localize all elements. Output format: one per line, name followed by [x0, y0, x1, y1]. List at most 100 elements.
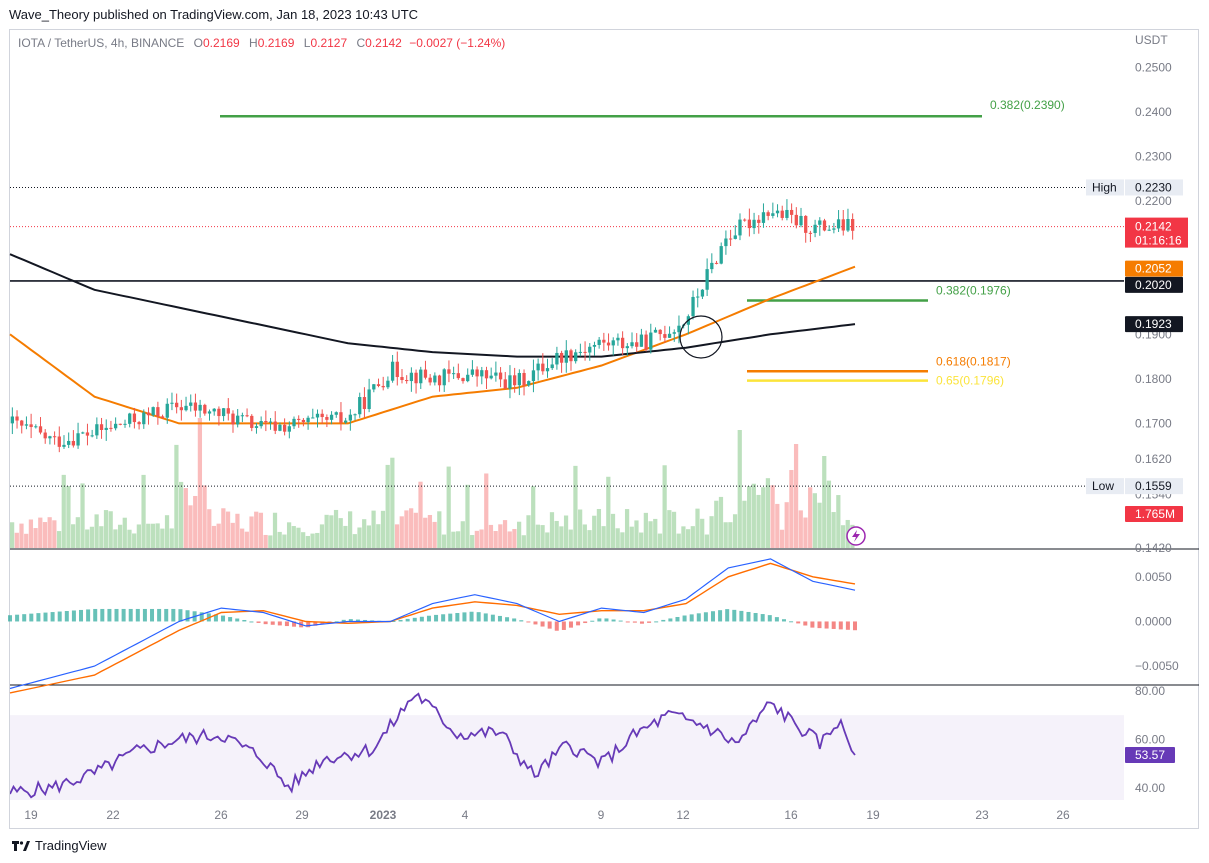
macd-histogram-bar — [696, 613, 701, 622]
macd-histogram-bar — [15, 614, 20, 622]
candle-body — [287, 426, 291, 432]
candle-body — [677, 325, 681, 333]
macd-histogram-bar — [341, 619, 346, 622]
candle-body — [620, 337, 625, 349]
volume-bar — [169, 528, 174, 548]
candle-body — [649, 332, 653, 350]
price-axis-tick: 0.2200 — [1135, 194, 1172, 208]
candle-body — [142, 412, 146, 425]
candle-body — [592, 344, 597, 347]
candle-body — [306, 417, 310, 423]
volume-bar — [66, 485, 71, 548]
volume-bar — [629, 526, 634, 548]
candle-body — [20, 420, 24, 426]
macd-histogram-bar — [689, 614, 694, 622]
volume-tag-bg — [1125, 506, 1183, 522]
candle-body — [146, 412, 151, 416]
volume-bar — [592, 515, 597, 548]
volume-bar — [89, 526, 95, 548]
macd-histogram-bar — [810, 621, 815, 628]
volume-bar — [732, 514, 738, 548]
time-axis-tick: 16 — [784, 808, 798, 822]
candle-body — [236, 415, 240, 425]
volume-bar — [676, 533, 681, 548]
macd-histogram-bar — [483, 613, 488, 622]
candle-body — [714, 262, 719, 264]
macd-histogram-bar — [86, 609, 91, 622]
macd-histogram-bar — [675, 616, 680, 622]
macd-histogram-bar — [249, 621, 254, 623]
volume-bar — [836, 495, 841, 548]
lightning-bolt — [852, 530, 860, 542]
candle-body — [339, 412, 343, 423]
candle-body — [156, 407, 160, 417]
macd-axis-tick: 0.0000 — [1135, 614, 1172, 628]
volume-bar — [582, 524, 587, 548]
volume-bar — [521, 535, 526, 548]
macd-histogram-bar — [767, 615, 772, 622]
volume-bar — [554, 520, 559, 548]
volume-bar — [394, 524, 400, 548]
candle-body — [442, 369, 446, 386]
candle-body — [344, 420, 348, 423]
volume-bar — [784, 502, 789, 548]
candle-body — [456, 373, 460, 379]
candle-body — [372, 384, 376, 390]
candle-body — [52, 436, 57, 438]
candle-body — [362, 397, 367, 410]
volume-bar — [507, 531, 512, 548]
macd-histogram-bar — [732, 609, 737, 622]
volume-bar — [272, 512, 278, 548]
macd-histogram-bar — [284, 621, 289, 627]
macd-histogram-bar — [853, 621, 857, 631]
macd-histogram-bar — [647, 621, 652, 623]
volume-bar — [831, 512, 836, 548]
candle-body — [226, 408, 230, 414]
macd-histogram-bar — [185, 610, 190, 622]
candle-body — [489, 375, 493, 379]
macd-histogram-bar — [164, 608, 169, 622]
macd-histogram-bar — [363, 619, 368, 622]
macd-histogram-bar — [50, 612, 55, 622]
candle-body — [832, 228, 836, 230]
volume-bar — [808, 487, 813, 548]
fib-level-label: 0.382(0.1976) — [936, 284, 1011, 298]
current-price-tag-bg — [1125, 217, 1188, 248]
volume-bar — [193, 495, 198, 548]
volume-bar — [761, 487, 766, 548]
candle-body — [691, 296, 695, 317]
candle-body — [672, 332, 676, 334]
time-axis-tick: 4 — [462, 808, 469, 822]
macd-histogram-bar — [235, 618, 240, 622]
macd-histogram-bar — [391, 620, 396, 622]
volume-bar — [188, 505, 193, 548]
candle-body — [297, 418, 301, 420]
volume-bar — [390, 457, 395, 548]
macd-histogram-bar — [79, 609, 84, 622]
volume-bar — [484, 473, 489, 548]
volume-bar — [333, 509, 339, 548]
candle-body — [198, 404, 202, 411]
level-price-tag-bg — [1125, 276, 1183, 293]
macd-histogram-bar — [355, 619, 360, 622]
candle-body — [508, 375, 512, 389]
low-tag-label: Low — [1092, 479, 1114, 493]
volume-bar — [155, 523, 160, 548]
volume-bar — [474, 530, 479, 548]
volume-bar — [610, 513, 616, 548]
volume-bar — [756, 494, 761, 548]
ema-price-tag: 0.2052 — [1125, 260, 1183, 277]
price-axis-tick: 0.1800 — [1135, 372, 1172, 386]
macd-histogram-bar — [128, 608, 133, 622]
time-axis-tick: 9 — [598, 808, 605, 822]
volume-bar — [404, 510, 409, 548]
volume-bar — [493, 531, 498, 548]
legend-open: 0.2169 — [202, 36, 240, 50]
volume-bar — [310, 533, 315, 548]
candle-body — [846, 219, 850, 231]
macd-histogram-bar — [512, 618, 517, 622]
candle-body — [320, 413, 324, 418]
macd-histogram-bar — [29, 613, 34, 622]
